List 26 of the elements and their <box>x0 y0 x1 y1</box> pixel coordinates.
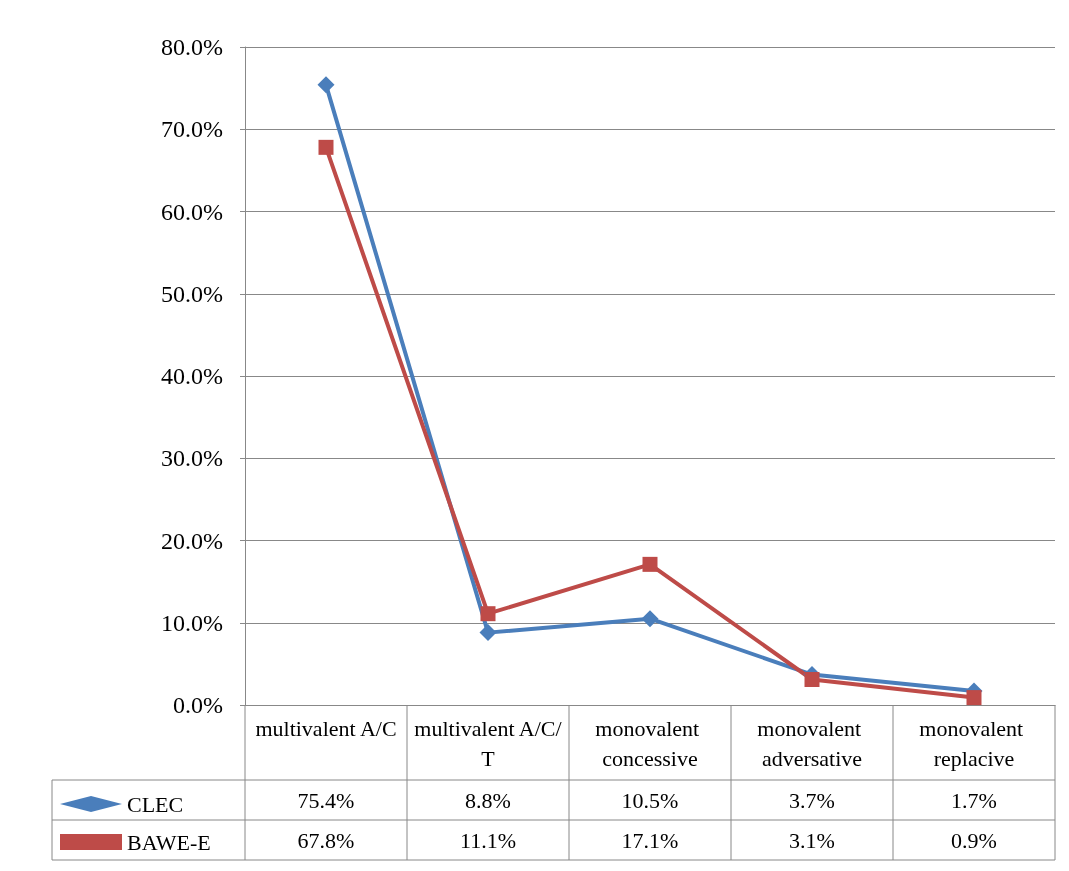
y-tick-label: 20.0% <box>161 527 223 554</box>
data-label: 67.8% <box>297 827 355 853</box>
x-tick-label: monovalent replacive <box>919 715 1029 771</box>
data-label: 75.4% <box>297 787 355 813</box>
y-tick-label: 70.0% <box>161 116 223 143</box>
x-tick-label: monovalent concessive <box>595 715 705 771</box>
data-label: 0.9% <box>951 827 997 853</box>
data-label: 17.1% <box>621 827 679 853</box>
x-tick-label: multivalent A/C/T <box>414 715 563 771</box>
y-tick-label: 80.0% <box>161 34 223 60</box>
y-tick-label: 30.0% <box>161 445 223 472</box>
data-label: 3.7% <box>789 787 835 813</box>
data-label: 8.8% <box>465 787 511 813</box>
data-label: 11.1% <box>459 827 517 853</box>
x-tick-label: multivalent A/C <box>255 715 397 741</box>
data-label: 10.5% <box>621 787 679 813</box>
x-tick-label: monovalent adversative <box>757 715 867 771</box>
legend-label: CLEC <box>127 791 184 817</box>
data-label: 3.1% <box>789 827 835 853</box>
y-tick-label: 60.0% <box>161 198 223 225</box>
legend-label: BAWE-E <box>127 829 211 855</box>
y-tick-label: 10.0% <box>161 609 223 636</box>
y-tick-label: 50.0% <box>161 280 223 307</box>
y-tick-label: 40.0% <box>161 363 223 389</box>
data-label: 1.7% <box>951 787 997 813</box>
y-tick-label: 0.0% <box>173 692 223 718</box>
